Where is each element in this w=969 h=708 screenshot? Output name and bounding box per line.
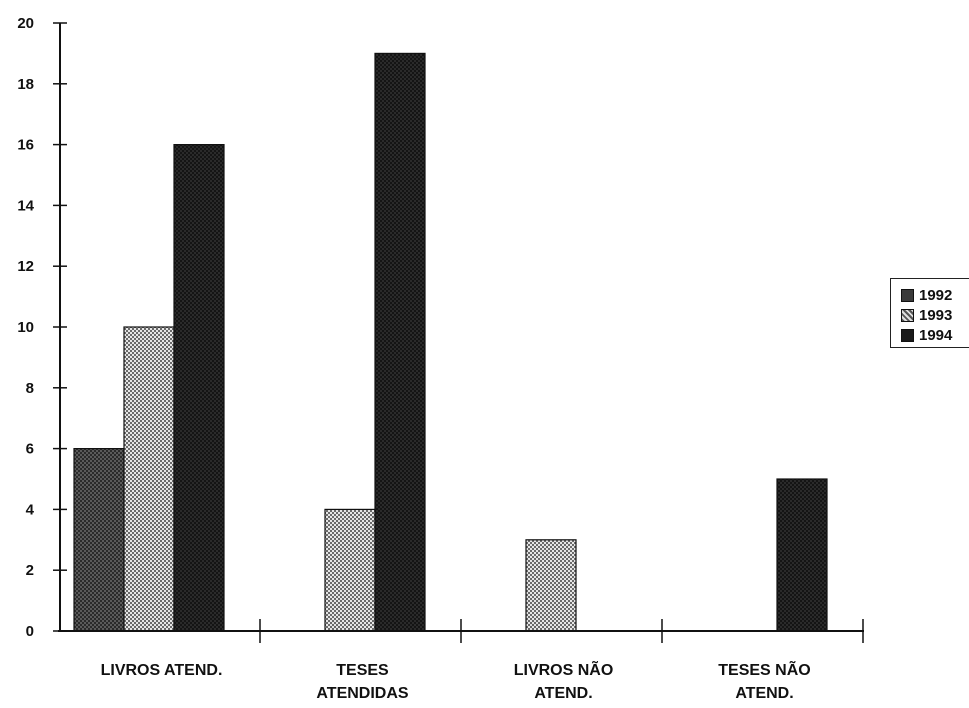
labels-layer: 0 2 4 6 8 10 12 14 16 18 20 LIVROS ATEND. TESES ATEND… [17, 15, 810, 702]
x-category-label-1: TESES ATENDIDAS [316, 662, 408, 702]
legend: 1992 1993 1994 [890, 278, 969, 348]
x-category-label-line: TESES NÃO [718, 659, 810, 679]
y-tick-label-16: 16 [17, 137, 34, 154]
legend-label-1992: 1992 [919, 286, 953, 304]
y-tick-label-2: 2 [26, 562, 34, 579]
bars-layer [73, 52, 828, 632]
legend-swatch-1992 [901, 288, 914, 302]
bar-1994-cat0 [173, 144, 225, 632]
bar-1993-cat0 [123, 326, 175, 632]
legend-label-1994: 1994 [919, 326, 953, 344]
axes-layer [53, 22, 864, 643]
x-category-label-line: TESES [336, 662, 389, 679]
y-tick-label-14: 14 [17, 197, 34, 214]
y-tick-label-0: 0 [26, 623, 34, 640]
legend-item-1994: 1994 [901, 325, 952, 345]
x-category-label-0: LIVROS ATEND. [101, 662, 223, 679]
y-tick-label-18: 18 [17, 76, 34, 93]
x-category-label-line: LIVROS NÃO [514, 659, 614, 679]
y-tick-label-6: 6 [26, 441, 34, 458]
bar-1994-cat1 [374, 52, 426, 632]
x-category-label-line: LIVROS ATEND. [101, 662, 223, 679]
legend-item-1993: 1993 [901, 305, 952, 325]
bar-1993-cat1 [324, 508, 376, 632]
x-category-label-2: LIVROS NÃO ATEND. [514, 659, 614, 702]
legend-item-1992: 1992 [901, 285, 952, 305]
y-tick-label-10: 10 [17, 319, 34, 336]
bar-1992-cat0 [73, 448, 125, 632]
y-tick-label-8: 8 [26, 380, 34, 397]
x-category-label-line: ATEND. [735, 685, 793, 702]
legend-swatch-1994 [901, 328, 914, 342]
legend-label-1993: 1993 [919, 306, 953, 324]
y-tick-label-4: 4 [26, 501, 35, 518]
x-category-label-line: ATEND. [534, 685, 592, 702]
bar-1993-cat2 [525, 539, 577, 632]
legend-swatch-1993 [901, 308, 914, 322]
x-category-label-line: ATENDIDAS [316, 685, 408, 702]
x-category-label-3: TESES NÃO ATEND. [718, 659, 810, 702]
y-tick-label-20: 20 [17, 15, 34, 32]
bar-1994-cat3 [776, 478, 828, 632]
y-tick-label-12: 12 [17, 258, 34, 275]
